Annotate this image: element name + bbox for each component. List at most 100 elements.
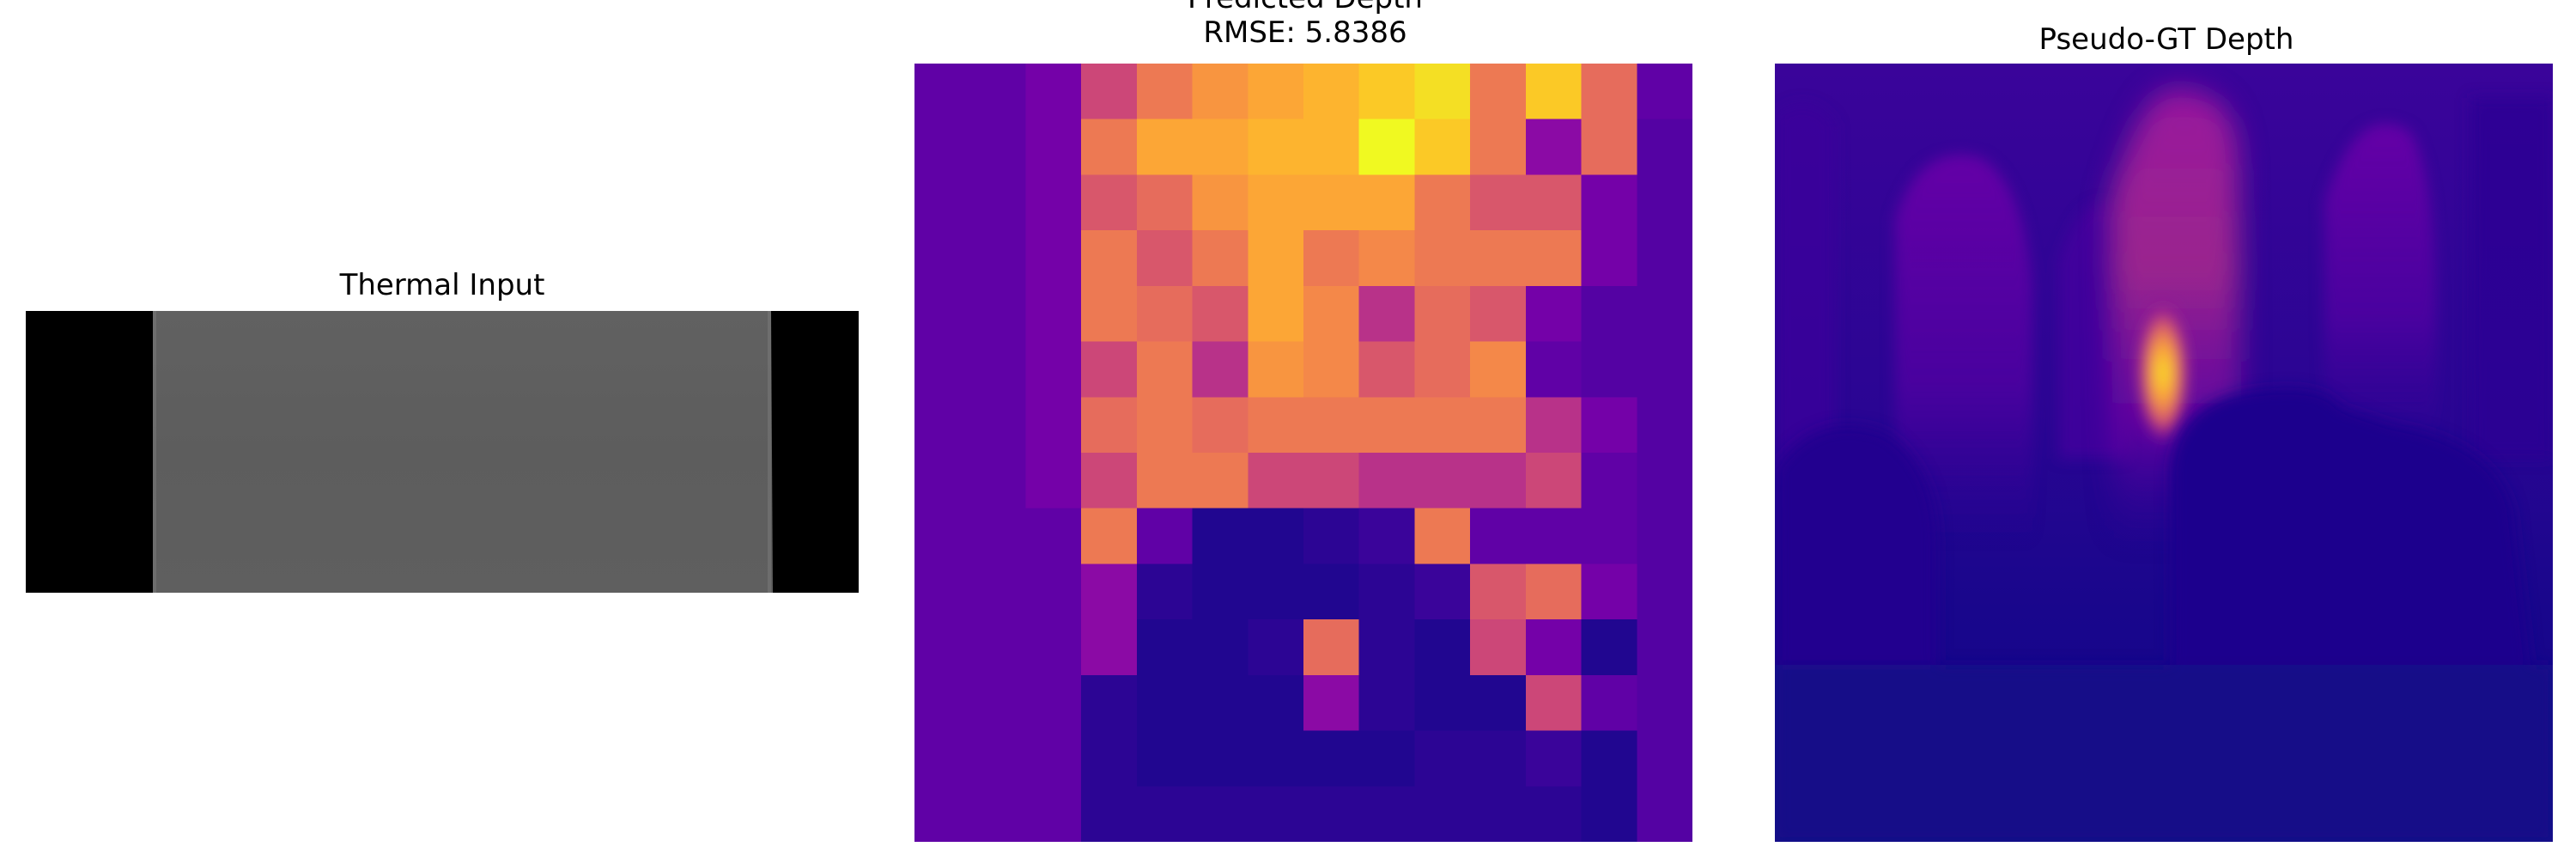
predicted-depth-heatmap bbox=[914, 64, 1692, 842]
depth-cell bbox=[1025, 786, 1083, 842]
depth-cell bbox=[914, 564, 972, 621]
depth-cell bbox=[1470, 674, 1528, 732]
depth-cell bbox=[1025, 285, 1083, 343]
depth-cell bbox=[1192, 285, 1249, 343]
depth-cell bbox=[1525, 230, 1583, 288]
pseudo-gt-depth-image bbox=[1775, 64, 2553, 842]
depth-cell bbox=[969, 453, 1027, 510]
depth-cell bbox=[1081, 508, 1139, 565]
depth-cell bbox=[1081, 397, 1139, 454]
depth-cell bbox=[969, 730, 1027, 788]
depth-cell bbox=[1637, 730, 1692, 788]
depth-cell bbox=[1358, 341, 1416, 399]
depth-cell bbox=[914, 397, 972, 454]
depth-cell bbox=[1025, 674, 1083, 732]
depth-cell bbox=[1414, 730, 1472, 788]
depth-cell bbox=[1136, 619, 1194, 677]
depth-cell bbox=[1303, 174, 1361, 232]
depth-cell bbox=[1025, 730, 1083, 788]
predicted-depth-title-line1: Predicted Depth bbox=[914, 0, 1696, 15]
depth-cell bbox=[1192, 230, 1249, 288]
depth-cell bbox=[1525, 564, 1583, 621]
depth-cell bbox=[1525, 453, 1583, 510]
depth-cell bbox=[1303, 674, 1361, 732]
depth-cell bbox=[1248, 174, 1305, 232]
depth-cell bbox=[1303, 786, 1361, 842]
depth-cell bbox=[1192, 508, 1249, 565]
depth-cell bbox=[1081, 119, 1139, 176]
depth-cell bbox=[914, 508, 972, 565]
pseudo-gt-depth-graphic bbox=[1775, 64, 2553, 842]
depth-cell bbox=[1470, 786, 1528, 842]
depth-cell bbox=[1414, 674, 1472, 732]
depth-cell bbox=[1525, 285, 1583, 343]
depth-cell bbox=[1358, 674, 1416, 732]
depth-cell bbox=[914, 230, 972, 288]
depth-cell bbox=[1136, 674, 1194, 732]
depth-cell bbox=[1358, 174, 1416, 232]
depth-cell bbox=[1192, 619, 1249, 677]
thermal-input-title: Thermal Input bbox=[339, 268, 545, 302]
depth-cell bbox=[1192, 341, 1249, 399]
depth-cell bbox=[1525, 786, 1583, 842]
depth-cell bbox=[1025, 453, 1083, 510]
depth-cell bbox=[1581, 119, 1638, 176]
depth-cell bbox=[1248, 453, 1305, 510]
depth-cell bbox=[1303, 64, 1361, 121]
depth-cell bbox=[1525, 119, 1583, 176]
depth-cell bbox=[1136, 564, 1194, 621]
depth-cell bbox=[1637, 508, 1692, 565]
depth-cell bbox=[1303, 508, 1361, 565]
depth-cell bbox=[1470, 453, 1528, 510]
depth-cell bbox=[914, 730, 972, 788]
depth-cell bbox=[914, 119, 972, 176]
depth-cell bbox=[1248, 64, 1305, 121]
depth-cell bbox=[1136, 174, 1194, 232]
depth-cell bbox=[914, 619, 972, 677]
depth-cell bbox=[1136, 453, 1194, 510]
depth-cell bbox=[1025, 508, 1083, 565]
depth-cell bbox=[1358, 564, 1416, 621]
depth-cell bbox=[1470, 174, 1528, 232]
depth-cell bbox=[1358, 230, 1416, 288]
depth-cell bbox=[1358, 397, 1416, 454]
depth-cell bbox=[1248, 341, 1305, 399]
depth-cell bbox=[1581, 341, 1638, 399]
depth-cell bbox=[1081, 619, 1139, 677]
depth-cell bbox=[1136, 508, 1194, 565]
depth-cell bbox=[914, 64, 972, 121]
depth-cell bbox=[1637, 786, 1692, 842]
predicted-depth-title: Predicted Depth RMSE: 5.8386 bbox=[914, 0, 1696, 50]
depth-cell bbox=[1637, 619, 1692, 677]
depth-cell bbox=[1637, 230, 1692, 288]
depth-cell bbox=[1025, 619, 1083, 677]
depth-cell bbox=[1192, 564, 1249, 621]
gt-hotspot bbox=[2136, 300, 2190, 446]
depth-cell bbox=[1470, 730, 1528, 788]
depth-cell bbox=[1248, 397, 1305, 454]
depth-cell bbox=[1637, 64, 1692, 121]
depth-cell bbox=[1081, 174, 1139, 232]
depth-cell bbox=[1192, 730, 1249, 788]
depth-cell bbox=[1470, 119, 1528, 176]
depth-cell bbox=[1025, 119, 1083, 176]
depth-cell bbox=[1303, 230, 1361, 288]
depth-cell bbox=[1637, 119, 1692, 176]
depth-cell bbox=[969, 397, 1027, 454]
depth-cell bbox=[1470, 508, 1528, 565]
depth-cell bbox=[1081, 64, 1139, 121]
depth-cell bbox=[1525, 397, 1583, 454]
depth-cell bbox=[1358, 64, 1416, 121]
depth-cell bbox=[969, 341, 1027, 399]
depth-cell bbox=[969, 508, 1027, 565]
depth-cell bbox=[1303, 285, 1361, 343]
depth-cell bbox=[1637, 341, 1692, 399]
depth-cell bbox=[1414, 453, 1472, 510]
depth-cell bbox=[969, 564, 1027, 621]
depth-cell bbox=[1025, 64, 1083, 121]
depth-cell bbox=[1414, 786, 1472, 842]
depth-cell bbox=[1470, 341, 1528, 399]
depth-cell bbox=[1248, 674, 1305, 732]
depth-cell bbox=[1637, 397, 1692, 454]
